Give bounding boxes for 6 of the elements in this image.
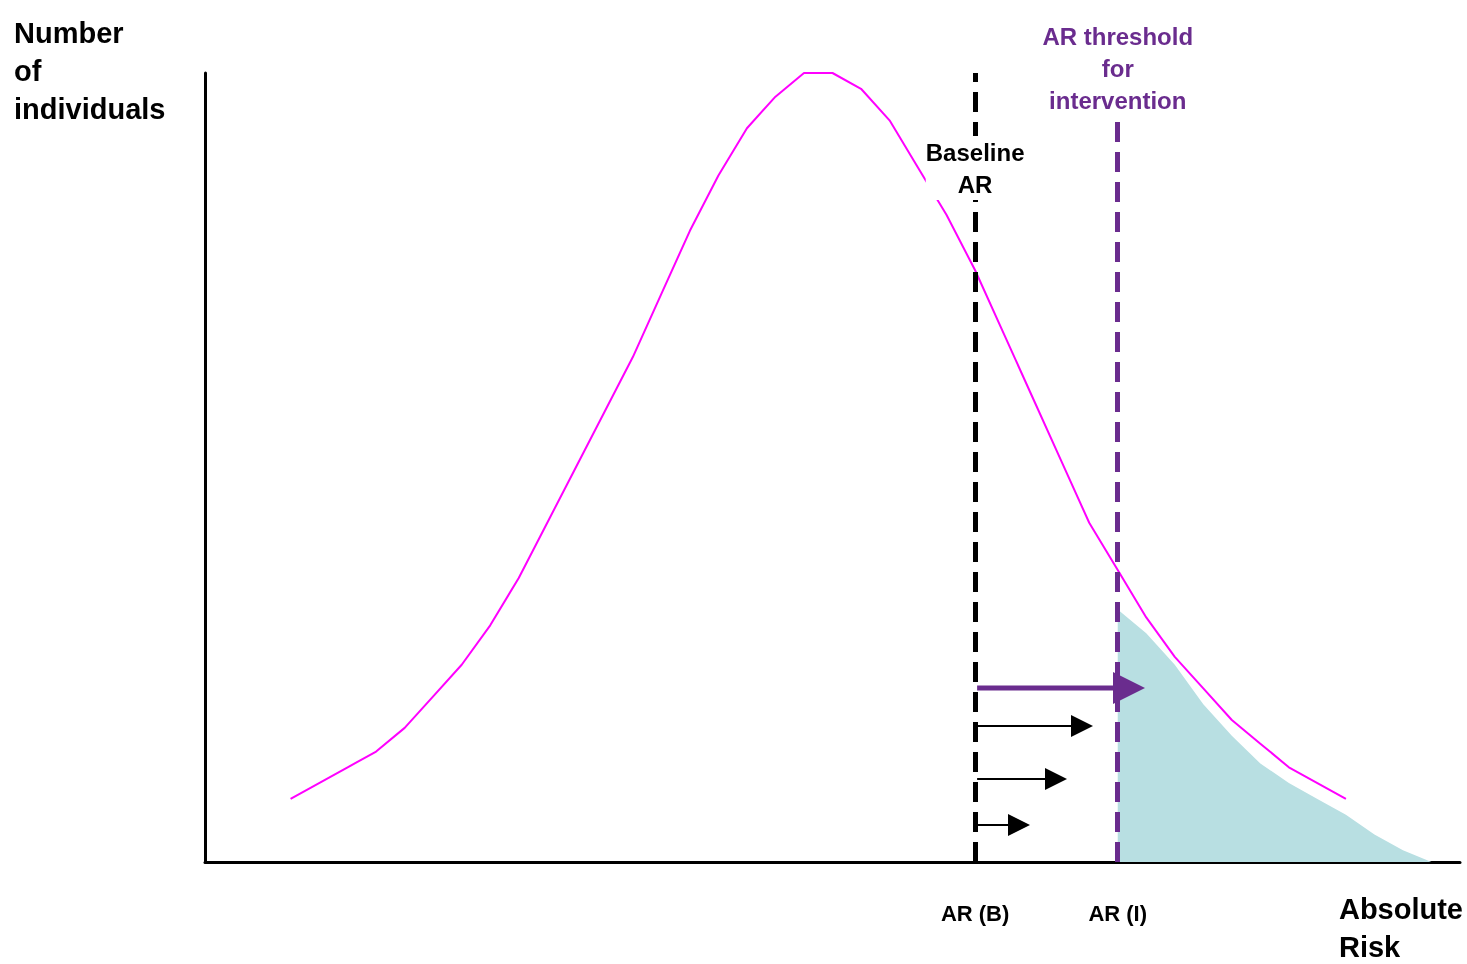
x-tick-label: AR (I) — [1088, 900, 1148, 926]
annotation: AR threshold for intervention — [1042, 22, 1194, 114]
x-tick-label: AR (B) — [940, 900, 1010, 926]
y-axis-title: Number of individuals — [14, 17, 166, 125]
annotation: Baseline AR — [925, 138, 1025, 198]
x-axis-title: Absolute Risk — [1338, 893, 1464, 963]
